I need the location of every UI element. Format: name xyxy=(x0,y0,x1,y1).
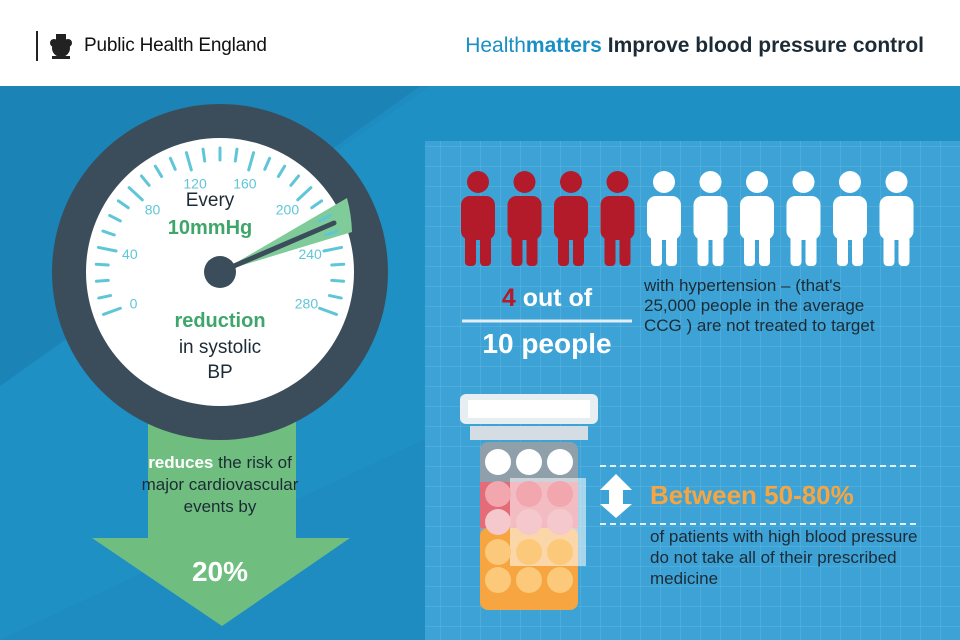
people-highlight: 4 xyxy=(501,284,516,312)
person-icon xyxy=(600,171,635,266)
arrow-percent: 20% xyxy=(191,556,249,587)
person-icon xyxy=(647,171,681,266)
gauge-tick-label: 160 xyxy=(233,175,257,191)
gauge-tick xyxy=(247,151,256,172)
page-title: Healthmatters Improve blood pressure cont… xyxy=(465,34,924,58)
gauge-tick xyxy=(108,213,122,223)
gauge-every: Every xyxy=(185,190,235,211)
gauge-tick-label: 0 xyxy=(130,295,138,311)
pill xyxy=(485,449,511,475)
person-icon xyxy=(786,171,821,266)
gauge-tick xyxy=(168,156,177,171)
arrow-text: reduces the risk of major cardiovascular… xyxy=(140,452,300,518)
gauge-tick xyxy=(94,278,110,283)
gauge-tick xyxy=(296,186,313,202)
arrow-bold: reduces xyxy=(148,453,214,472)
person-icon xyxy=(833,171,867,266)
gauge-tick-label: 200 xyxy=(276,201,300,217)
gauge-reduction: reduction xyxy=(174,310,266,332)
pill xyxy=(547,509,573,535)
gauge-bp: BP xyxy=(207,362,233,383)
pill-bottle xyxy=(460,394,598,610)
gauge-systolic: in systolic xyxy=(178,337,262,358)
pill xyxy=(485,509,511,535)
gauge-tick xyxy=(153,164,164,178)
gauge-labels: 0 40 80 120 160 200 240 280 xyxy=(122,175,322,311)
title: Improve blood pressure control xyxy=(607,34,924,57)
gauge-tick xyxy=(330,278,346,283)
gauge-tick xyxy=(330,262,346,267)
pill xyxy=(516,509,542,535)
gauge-tick xyxy=(233,147,239,163)
gauge-tick xyxy=(289,174,301,187)
gauge-tick-label: 240 xyxy=(298,246,322,262)
person-icon xyxy=(507,171,542,266)
gauge-tick xyxy=(310,199,324,210)
people-total: 10 people xyxy=(482,328,612,359)
person-icon xyxy=(879,171,914,266)
gauge-tick-label: 80 xyxy=(145,201,161,217)
pill xyxy=(516,481,542,507)
gauge-tick xyxy=(201,147,207,163)
people-count-rest: out of xyxy=(515,284,593,312)
people-count: 4 out of xyxy=(462,284,632,313)
gauge-tick xyxy=(96,245,118,253)
gauge-tick xyxy=(322,245,344,253)
infographic: 0 40 80 120 160 200 240 280 Every 10mmHg reduct… xyxy=(0,86,960,640)
pill xyxy=(547,539,573,565)
gauge-tick-label: 40 xyxy=(122,246,138,262)
header: Public Health England Healthmatters Impro… xyxy=(0,0,960,86)
gauge-tick xyxy=(116,199,130,210)
gauge-tick xyxy=(94,262,110,267)
gauge-tick xyxy=(327,294,343,300)
pill xyxy=(516,567,542,593)
gauge-tick xyxy=(184,151,193,172)
brand-light: Health xyxy=(465,34,526,57)
arrow-rest: the risk of major cardiovascular events … xyxy=(141,453,299,516)
gauge-tick xyxy=(324,229,339,237)
gauge-highlight xyxy=(220,198,352,272)
royal-crest-icon xyxy=(50,34,72,59)
person-icon xyxy=(461,171,495,266)
pill xyxy=(547,449,573,475)
infographic-art: 0 40 80 120 160 200 240 280 xyxy=(0,86,960,640)
gauge-ticks xyxy=(94,146,346,316)
medicine-headline: Between 50-80% xyxy=(650,480,854,510)
people-icons xyxy=(461,171,914,266)
org-name: Public Health England xyxy=(84,35,267,56)
gauge-tick xyxy=(101,306,122,316)
gauge-tick xyxy=(318,213,332,223)
person-icon xyxy=(740,171,774,266)
pill xyxy=(485,539,511,565)
person-icon xyxy=(693,171,728,266)
double-arrow-icon xyxy=(600,474,632,518)
gauge-value: 10mmHg xyxy=(167,217,253,239)
pill xyxy=(485,481,511,507)
gauge-tick xyxy=(101,229,116,237)
pill xyxy=(485,567,511,593)
pill xyxy=(547,481,573,507)
down-arrow xyxy=(92,386,350,626)
gauge-hub xyxy=(204,256,236,288)
gauge-needle xyxy=(217,220,337,275)
person-icon xyxy=(554,171,588,266)
pill xyxy=(516,539,542,565)
medicine-description: of patients with high blood pressure do … xyxy=(650,527,918,588)
brand-bold: matters xyxy=(525,34,602,57)
gauge-tick-label: 120 xyxy=(183,175,207,191)
gauge-tick xyxy=(97,294,113,300)
logo-divider xyxy=(36,31,38,61)
gauge-tick xyxy=(318,306,339,316)
gauge-tick xyxy=(139,174,151,187)
gauge-tick xyxy=(263,156,272,171)
pill xyxy=(547,567,573,593)
people-description: with hypertension – (that's 25,000 peopl… xyxy=(644,276,875,335)
logo: Public Health England xyxy=(36,30,267,62)
gauge-tick-label: 280 xyxy=(295,295,319,311)
gauge-tick xyxy=(276,164,287,178)
pill xyxy=(516,449,542,475)
gauge-tick xyxy=(127,186,144,202)
